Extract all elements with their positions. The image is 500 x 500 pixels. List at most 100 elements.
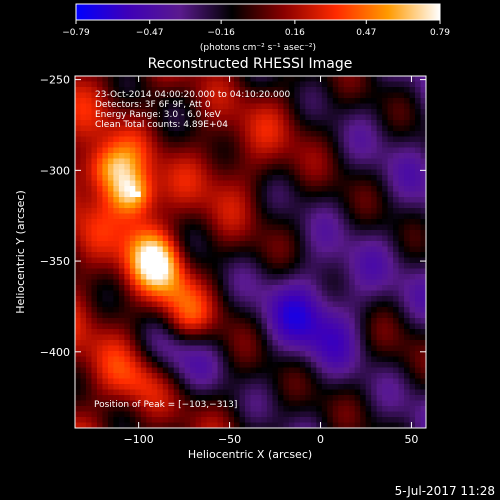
heatmap-cell [393,246,399,253]
heatmap-cell [91,175,98,181]
heatmap-cell [393,120,399,126]
heatmap-cell [261,296,268,302]
heatmap-cell [118,285,125,291]
heatmap-cell [283,263,290,269]
heatmap-cell [75,219,81,225]
heatmap-cell [151,274,158,280]
heatmap-cell [371,219,378,225]
heatmap-cell [343,263,350,269]
heatmap-cell [190,191,197,198]
heatmap-cell [234,356,240,363]
heatmap-cell [415,362,421,368]
heatmap-cell [299,92,306,99]
heatmap-cell [343,356,350,363]
heatmap-cell [382,406,389,412]
heatmap-cell [404,230,410,236]
heatmap-cell [332,257,339,264]
heatmap-cell [404,395,410,401]
heatmap-cell [360,329,367,335]
heatmap-cell [140,378,147,385]
heatmap-cell [349,389,356,396]
heatmap-cell [245,312,251,319]
heatmap-cell [184,400,191,407]
heatmap-cell [415,235,421,242]
heatmap-cell [398,285,405,291]
heatmap-cell [212,274,218,280]
heatmap-cell [277,125,284,132]
heatmap-cell [151,98,158,104]
heatmap-cell [217,279,224,286]
heatmap-cell [360,356,367,363]
heatmap-cell [338,351,345,357]
heatmap-cell [217,395,224,401]
heatmap-cell [332,164,339,170]
heatmap-cell [266,340,273,346]
heatmap-cell [371,307,378,313]
heatmap-cell [212,175,218,181]
heatmap-cell [124,411,131,418]
heatmap-cell [261,351,268,357]
heatmap-cell [415,87,421,93]
heatmap-cell [239,98,246,104]
heatmap-cell [239,219,246,225]
heatmap-cell [135,153,142,159]
heatmap-cell [321,351,328,357]
heatmap-cell [96,235,103,242]
heatmap-cell [261,279,268,286]
heatmap-cell [124,400,131,407]
heatmap-cell [327,169,334,176]
heatmap-cell [201,378,208,385]
heatmap-cell [151,208,158,214]
heatmap-cell [162,125,169,132]
heatmap-cell [277,312,284,319]
heatmap-cell [288,378,295,385]
heatmap-cell [321,318,328,324]
heatmap-cell [113,197,120,203]
heatmap-cell [75,268,81,275]
heatmap-cell [338,136,345,143]
heatmap-cell [85,175,92,181]
heatmap-cell [129,362,136,368]
heatmap-cell [310,142,317,148]
heatmap-cell [376,389,383,396]
heatmap-cell [294,153,301,159]
heatmap-cell [168,307,175,313]
heatmap-cell [299,285,306,291]
heatmap-cell [305,147,312,154]
heatmap-cell [316,98,323,104]
heatmap-cell [272,109,279,115]
heatmap-cell [288,367,295,374]
heatmap-cell [135,395,142,401]
heatmap-cell [151,147,158,154]
heatmap-cell [360,219,367,225]
heatmap-cell [184,323,191,330]
heatmap-cell [365,422,372,429]
heatmap-cell [223,395,229,401]
heatmap-cell [277,395,284,401]
heatmap-cell [234,411,240,418]
heatmap-cell [387,279,394,286]
heatmap-cell [129,241,136,247]
heatmap-cell [332,213,339,220]
heatmap-cell [343,268,350,275]
heatmap-cell [250,411,257,418]
heatmap-cell [376,125,383,132]
heatmap-cell [223,109,229,115]
heatmap-cell [327,186,334,192]
heatmap-cell [223,362,229,368]
heatmap-cell [80,246,87,253]
heatmap-cell [173,131,180,137]
heatmap-cell [75,147,81,154]
heatmap-cell [129,307,136,313]
heatmap-cell [305,373,312,379]
heatmap-cell [365,142,372,148]
heatmap-cell [151,263,158,269]
heatmap-cell [173,312,180,319]
heatmap-cell [393,340,399,346]
heatmap-cell [135,224,142,231]
heatmap-cell [404,400,410,407]
heatmap-cell [96,367,103,374]
heatmap-cell [316,378,323,385]
heatmap-cell [316,274,323,280]
heatmap-cell [75,384,81,390]
